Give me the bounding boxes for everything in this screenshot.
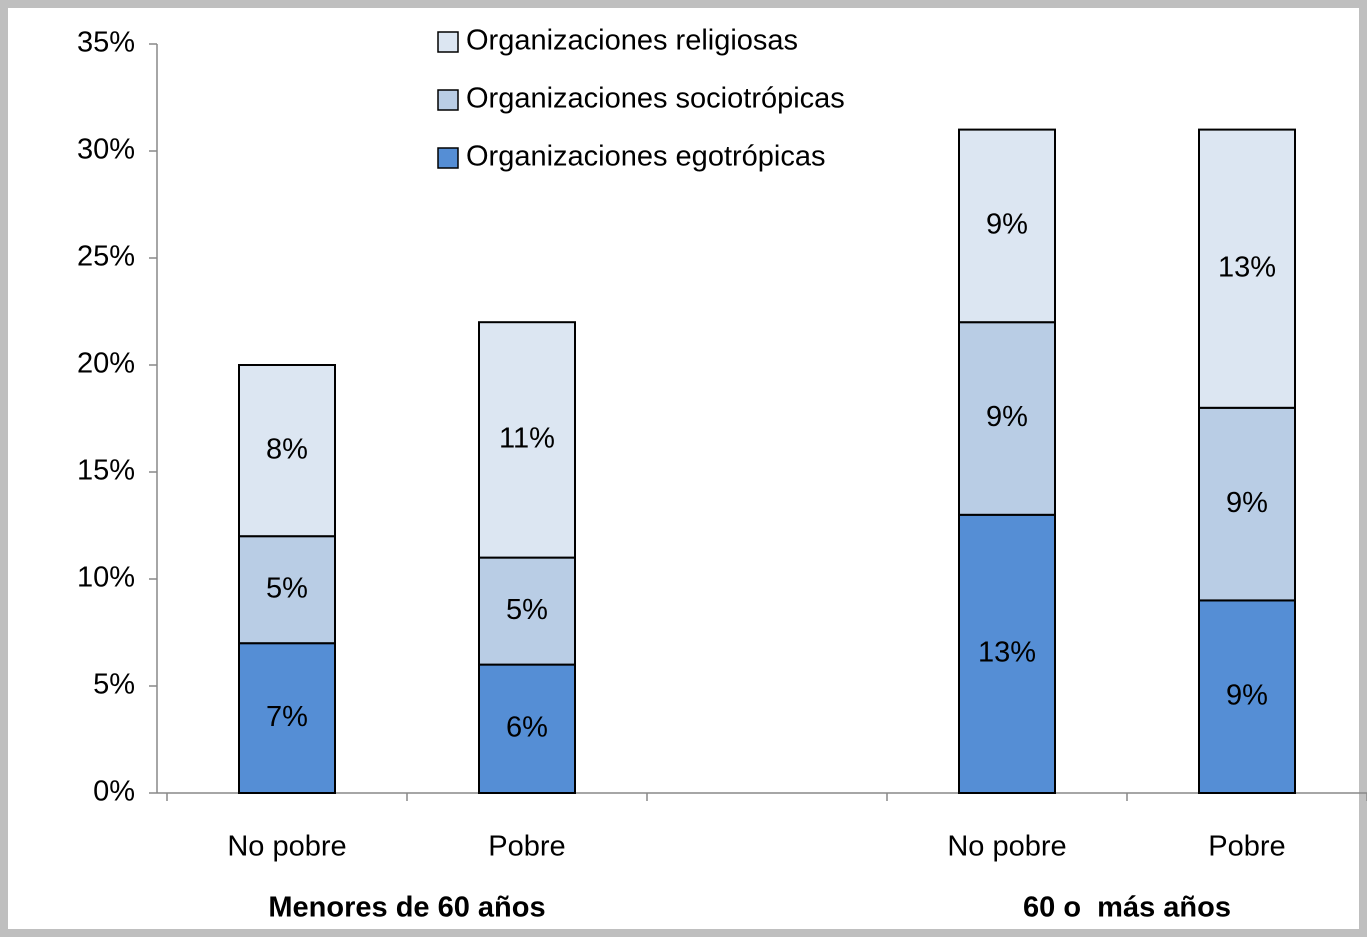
legend-label: Organizaciones religiosas xyxy=(466,25,798,57)
data-label: 5% xyxy=(506,594,548,626)
bar-segment xyxy=(238,642,336,795)
data-label: 13% xyxy=(1218,251,1276,283)
bar-segment xyxy=(958,128,1056,324)
y-tick-label: 25% xyxy=(77,241,135,273)
data-label: 9% xyxy=(1226,679,1268,711)
legend-swatch xyxy=(437,89,459,111)
group-label: 60 o más años xyxy=(1023,892,1231,924)
data-label: 11% xyxy=(499,423,555,455)
bar-segment xyxy=(958,513,1056,794)
y-tick-label: 5% xyxy=(93,669,135,701)
data-label: 6% xyxy=(506,711,548,743)
bar-segment xyxy=(238,364,336,538)
group-label: Menores de 60 años xyxy=(268,892,545,924)
y-tick-label: 0% xyxy=(93,776,135,808)
data-label: 13% xyxy=(978,637,1036,669)
data-label: 5% xyxy=(266,572,308,604)
data-label: 9% xyxy=(986,209,1028,241)
x-tick-label: Pobre xyxy=(1208,831,1285,863)
x-tick-label: Pobre xyxy=(488,831,565,863)
bar-segment xyxy=(1198,406,1296,602)
bar-segment xyxy=(1198,128,1296,409)
legend-label: Organizaciones egotrópicas xyxy=(466,141,825,173)
bar-segment xyxy=(478,556,576,666)
x-tick-label: No pobre xyxy=(947,831,1066,863)
bar-segment xyxy=(478,321,576,559)
data-label: 7% xyxy=(266,701,308,733)
legend-swatch xyxy=(437,147,459,169)
data-label: 8% xyxy=(266,433,308,465)
y-tick-label: 20% xyxy=(77,348,135,380)
data-label: 9% xyxy=(1226,487,1268,519)
bar-segment xyxy=(958,321,1056,516)
legend-label: Organizaciones sociotrópicas xyxy=(466,83,845,115)
bar-segment xyxy=(238,535,336,645)
y-tick-label: 10% xyxy=(77,562,135,594)
x-tick-label: No pobre xyxy=(227,831,346,863)
data-label: 9% xyxy=(986,401,1028,433)
y-tick-label: 35% xyxy=(77,27,135,59)
y-tick-label: 30% xyxy=(77,134,135,166)
y-tick-label: 15% xyxy=(77,455,135,487)
bar-segment xyxy=(1198,599,1296,795)
legend-swatch xyxy=(437,31,459,53)
bar-segment xyxy=(478,663,576,794)
